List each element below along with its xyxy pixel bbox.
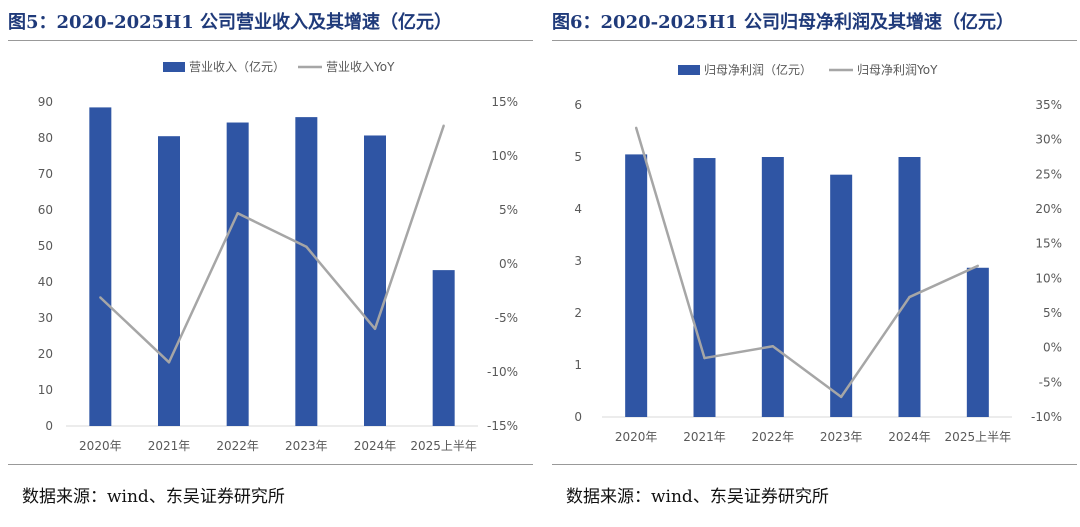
y-right-tick-label: 0% — [499, 257, 518, 271]
legend-bar-label: 归母净利润（亿元） — [704, 62, 812, 77]
y-right-tick-label: 0% — [1043, 341, 1062, 355]
y-left-tick-label: 10 — [38, 383, 53, 397]
y-left-tick-label: 50 — [38, 239, 53, 253]
x-tick-label: 2024年 — [354, 439, 397, 453]
x-tick-label: 2025上半年 — [410, 439, 477, 453]
y-right-tick-label: -10% — [487, 365, 518, 379]
x-tick-label: 2021年 — [148, 439, 191, 453]
y-left-tick-label: 60 — [38, 203, 53, 217]
y-right-tick-label: 25% — [1035, 167, 1062, 181]
y-left-tick-label: 30 — [38, 311, 53, 325]
figure-6-panel: 图6：2020-2025H1 公司归母净利润及其增速（亿元） 0 1 2 3 4 5 6 -1… — [552, 0, 1077, 527]
yoy-point — [908, 295, 911, 299]
x-tick-label: 2024年 — [888, 430, 931, 444]
y-left-tick-label: 70 — [38, 167, 53, 181]
top-divider — [8, 40, 533, 41]
legend-bar-swatch — [678, 65, 700, 75]
y-right-tick-label: 35% — [1035, 98, 1062, 112]
x-tick-label: 2025上半年 — [945, 430, 1012, 444]
y-right-tick-label: 30% — [1035, 133, 1062, 147]
y-left-tick-label: 5 — [574, 150, 582, 164]
x-tick-label: 2023年 — [820, 430, 863, 444]
source-note: 数据来源：wind、东吴证券研究所 — [566, 487, 829, 507]
yoy-point — [167, 361, 171, 364]
bar — [364, 135, 386, 426]
bar — [625, 154, 648, 417]
y-right-tick-label: 5% — [499, 203, 518, 217]
yoy-point — [236, 212, 239, 215]
y-right-tick-label: -10% — [1031, 410, 1062, 424]
y-right-tick-label: 20% — [1035, 202, 1062, 216]
y-right-tick-label: -5% — [1039, 375, 1062, 389]
bar — [966, 267, 989, 417]
figure-5-panel: 图5：2020-2025H1 公司营业收入及其增速（亿元） 0 10 20 30 40 5… — [8, 0, 533, 527]
yoy-point — [442, 124, 445, 127]
legend-line-label: 营业收入YoY — [326, 60, 395, 74]
net-profit-chart: 0 1 2 3 4 5 6 -10% -5% 0% 5% 10% 15% 20% 25% 30% 35% 2020… — [574, 62, 1062, 444]
legend-line-label: 归母净利润YoY — [857, 63, 938, 77]
y-right-tick-label: -5% — [495, 311, 518, 325]
x-tick-label: 2023年 — [285, 439, 328, 453]
y-right-tick-label: 10% — [491, 149, 518, 163]
x-tick-label: 2022年 — [752, 430, 795, 444]
yoy-point — [771, 345, 775, 348]
bar — [158, 136, 180, 426]
top-divider — [552, 40, 1077, 41]
yoy-line — [634, 127, 979, 399]
y-left-tick-label: 6 — [574, 98, 582, 112]
bottom-divider — [8, 464, 533, 465]
bar — [898, 157, 921, 417]
x-tick-label: 2021年 — [683, 430, 726, 444]
y-right-tick-label: 10% — [1035, 271, 1062, 285]
x-tick-label: 2022年 — [216, 439, 259, 453]
y-right-tick-label: 15% — [491, 95, 518, 109]
yoy-point — [703, 356, 706, 360]
y-left-tick-label: 0 — [45, 419, 53, 433]
revenue-chart: 0 10 20 30 40 50 60 70 80 90 -15% -10% -5% 0% 5% 10% 15%… — [38, 59, 518, 453]
y-right-tick-label: -15% — [487, 419, 518, 433]
figure-title: 图5：2020-2025H1 公司营业收入及其增速（亿元） — [8, 12, 452, 33]
y-left-tick-label: 2 — [574, 306, 582, 320]
x-tick-label: 2020年 — [79, 439, 122, 453]
legend-bar-swatch — [163, 62, 185, 72]
yoy-point — [634, 126, 638, 130]
yoy-point — [976, 264, 980, 268]
yoy-point — [99, 296, 102, 299]
bar — [830, 174, 853, 417]
y-left-tick-label: 90 — [38, 95, 53, 109]
yoy-point — [373, 327, 377, 330]
y-left-tick-label: 3 — [574, 254, 582, 268]
y-left-tick-label: 80 — [38, 131, 53, 145]
y-right-tick-label: 15% — [1035, 237, 1062, 251]
bar — [226, 122, 249, 427]
y-right-tick-label: 5% — [1043, 306, 1062, 320]
bar — [295, 117, 318, 427]
y-left-tick-label: 20 — [38, 347, 53, 361]
yoy-point — [305, 245, 308, 248]
y-left-tick-label: 0 — [574, 410, 582, 424]
y-left-tick-label: 40 — [38, 275, 53, 289]
yoy-point — [839, 395, 843, 399]
bar — [693, 158, 716, 417]
bar — [761, 157, 784, 417]
source-note: 数据来源：wind、东吴证券研究所 — [22, 487, 285, 507]
x-tick-label: 2020年 — [615, 430, 658, 444]
legend-bar-label: 营业收入（亿元） — [189, 59, 285, 74]
y-left-tick-label: 4 — [574, 202, 582, 216]
y-left-tick-label: 1 — [574, 358, 582, 372]
figure-title: 图6：2020-2025H1 公司归母净利润及其增速（亿元） — [552, 12, 1014, 33]
bottom-divider — [552, 464, 1077, 465]
bar — [432, 270, 455, 426]
yoy-line — [99, 125, 445, 364]
bar — [89, 107, 112, 427]
